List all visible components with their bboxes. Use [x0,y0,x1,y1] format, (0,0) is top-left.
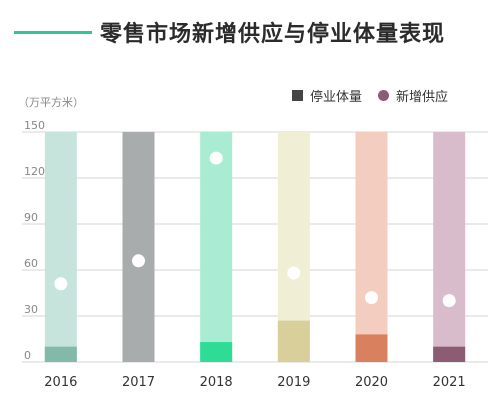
closure-bar [355,334,388,362]
supply-point [209,151,223,165]
legend-label-supply: 新增供应 [396,90,449,105]
column-background [122,132,155,362]
legend-item-closure: 停业体量 [292,86,362,105]
column-background [44,132,77,362]
legend-square-icon [292,90,303,101]
x-tick-label: 2021 [433,375,466,390]
x-tick-label: 2020 [355,375,388,390]
x-tick-label: 2018 [200,375,233,390]
x-tick-label: 2019 [277,375,310,390]
column-background [433,132,466,362]
x-tick-label: 2016 [44,375,77,390]
y-tick-label: 150 [24,119,45,132]
y-tick-label: 90 [24,211,38,224]
title-accent-rule [14,31,92,34]
supply-point [54,277,68,291]
supply-point [442,294,456,308]
y-tick-label: 30 [24,303,38,316]
column-background [355,132,388,362]
y-tick-label: 120 [24,165,45,178]
legend-item-supply: 新增供应 [378,86,448,105]
legend-label-closure: 停业体量 [310,90,363,105]
legend: 停业体量 新增供应 [292,86,464,105]
supply-point [132,254,145,268]
legend-dot-icon [378,90,390,101]
y-tick-label: 60 [24,257,38,270]
closure-bar [200,342,233,362]
supply-point [287,266,301,280]
x-tick-label: 2017 [122,375,155,390]
y-axis-unit: （万平方米） [18,96,84,109]
supply-point [365,291,378,305]
closure-bar [277,320,310,362]
closure-bar [44,346,77,362]
column-background [200,132,233,362]
y-tick-label: 0 [24,349,31,362]
chart-title: 零售市场新增供应与停业体量表现 [100,22,446,47]
closure-bar [433,346,466,362]
